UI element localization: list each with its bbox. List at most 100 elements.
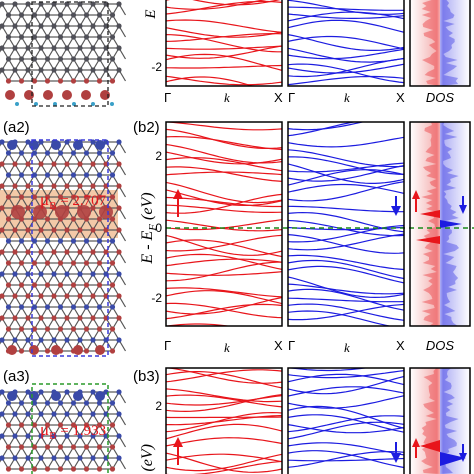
a2-atom xyxy=(44,326,51,332)
a2-atom xyxy=(57,194,64,200)
a2-atom xyxy=(38,227,44,233)
a1-atom xyxy=(90,45,96,51)
a1-atom xyxy=(18,12,25,18)
a2-atom xyxy=(5,282,12,288)
band-line xyxy=(166,45,282,59)
a3-atom xyxy=(5,466,12,472)
a3-atom xyxy=(5,422,12,428)
a2-atom xyxy=(96,326,103,332)
a2-atom xyxy=(12,337,18,343)
a3-atom xyxy=(51,433,57,439)
band-line xyxy=(166,290,282,305)
kpoint-gamma-1b: Γ xyxy=(288,90,295,105)
a1-atom xyxy=(0,1,5,7)
a2-atom xyxy=(90,183,96,189)
a2-atom xyxy=(57,282,64,288)
band-line xyxy=(288,310,393,326)
a3-atom xyxy=(70,422,77,428)
a2-atom xyxy=(90,337,96,343)
a3-atom xyxy=(18,422,25,428)
band-line xyxy=(166,271,282,276)
band-line xyxy=(288,288,404,311)
band-line xyxy=(166,423,282,440)
band-line xyxy=(288,415,404,433)
a2-atom xyxy=(83,172,90,178)
panel-label-b3: (b3) xyxy=(133,368,160,385)
a2-atom xyxy=(31,216,38,222)
a2-atom xyxy=(51,315,57,321)
a1-atom xyxy=(64,45,70,51)
band-line xyxy=(166,388,282,403)
dos-peaks xyxy=(416,210,466,466)
a2-atom xyxy=(90,227,96,233)
a2-atom xyxy=(70,238,77,244)
a2-atom xyxy=(44,216,51,222)
dos-label-2: DOS xyxy=(426,338,455,353)
a2-atom xyxy=(31,326,38,332)
a2-atom xyxy=(109,348,116,354)
a2-atom xyxy=(18,194,25,200)
a1-atom xyxy=(70,78,77,84)
a2-atom xyxy=(25,205,31,211)
a1-atom xyxy=(31,78,38,84)
a1-atom xyxy=(51,1,57,7)
a1-atom xyxy=(18,78,25,84)
a2-atom xyxy=(5,194,12,200)
a2-atom xyxy=(0,139,5,145)
band-line xyxy=(166,416,282,419)
band-line xyxy=(288,276,404,299)
a1-atom xyxy=(70,56,77,62)
a2-atom xyxy=(109,172,116,178)
band-line xyxy=(288,13,404,19)
a3-atom xyxy=(31,422,38,428)
a1-atom xyxy=(38,45,44,51)
band-line xyxy=(166,135,282,151)
band-line xyxy=(288,149,404,168)
a3-atom xyxy=(116,455,122,461)
a2-atom xyxy=(51,161,57,167)
band-line xyxy=(166,369,282,383)
dos-spin-down-arrow-3 xyxy=(459,444,467,462)
a2-atom xyxy=(116,249,122,255)
a3-atom xyxy=(116,389,122,395)
a1-atom xyxy=(5,56,12,62)
band-line xyxy=(166,32,282,42)
a1-atom xyxy=(38,1,44,7)
structure-a1 xyxy=(0,1,127,106)
a3-atom xyxy=(90,433,96,439)
band-line xyxy=(166,75,282,86)
a2-atom xyxy=(5,150,12,156)
band-line xyxy=(166,253,282,270)
a2-atom xyxy=(5,172,12,178)
a2-atom xyxy=(51,227,57,233)
a3-atom xyxy=(77,433,83,439)
band-line xyxy=(166,151,282,165)
band-line xyxy=(288,136,404,148)
a2-atom xyxy=(70,326,77,332)
a2-atom xyxy=(12,271,18,277)
a2-atom xyxy=(109,238,116,244)
band-frame-down-3 xyxy=(287,367,405,474)
band-line xyxy=(166,76,255,86)
a2-atom xyxy=(25,293,31,299)
a1-atom xyxy=(51,67,57,73)
a1-atom xyxy=(109,34,116,40)
a2-atom xyxy=(109,194,116,200)
a1-atom xyxy=(31,12,38,18)
a2-atom xyxy=(77,315,83,321)
unit-cell-box-a1 xyxy=(31,1,109,107)
band-line xyxy=(288,6,404,11)
edge-atom xyxy=(81,90,91,100)
a2-atom xyxy=(38,293,44,299)
band-line xyxy=(166,171,282,176)
a2-atom xyxy=(31,282,38,288)
a2-atom xyxy=(12,249,18,255)
a2-atom xyxy=(0,271,5,277)
a2-atom xyxy=(18,304,25,310)
a1-atom xyxy=(70,34,77,40)
a2-atom xyxy=(77,183,83,189)
a2-atom xyxy=(116,337,122,343)
a2-atom xyxy=(0,337,5,343)
band-line xyxy=(288,414,404,433)
